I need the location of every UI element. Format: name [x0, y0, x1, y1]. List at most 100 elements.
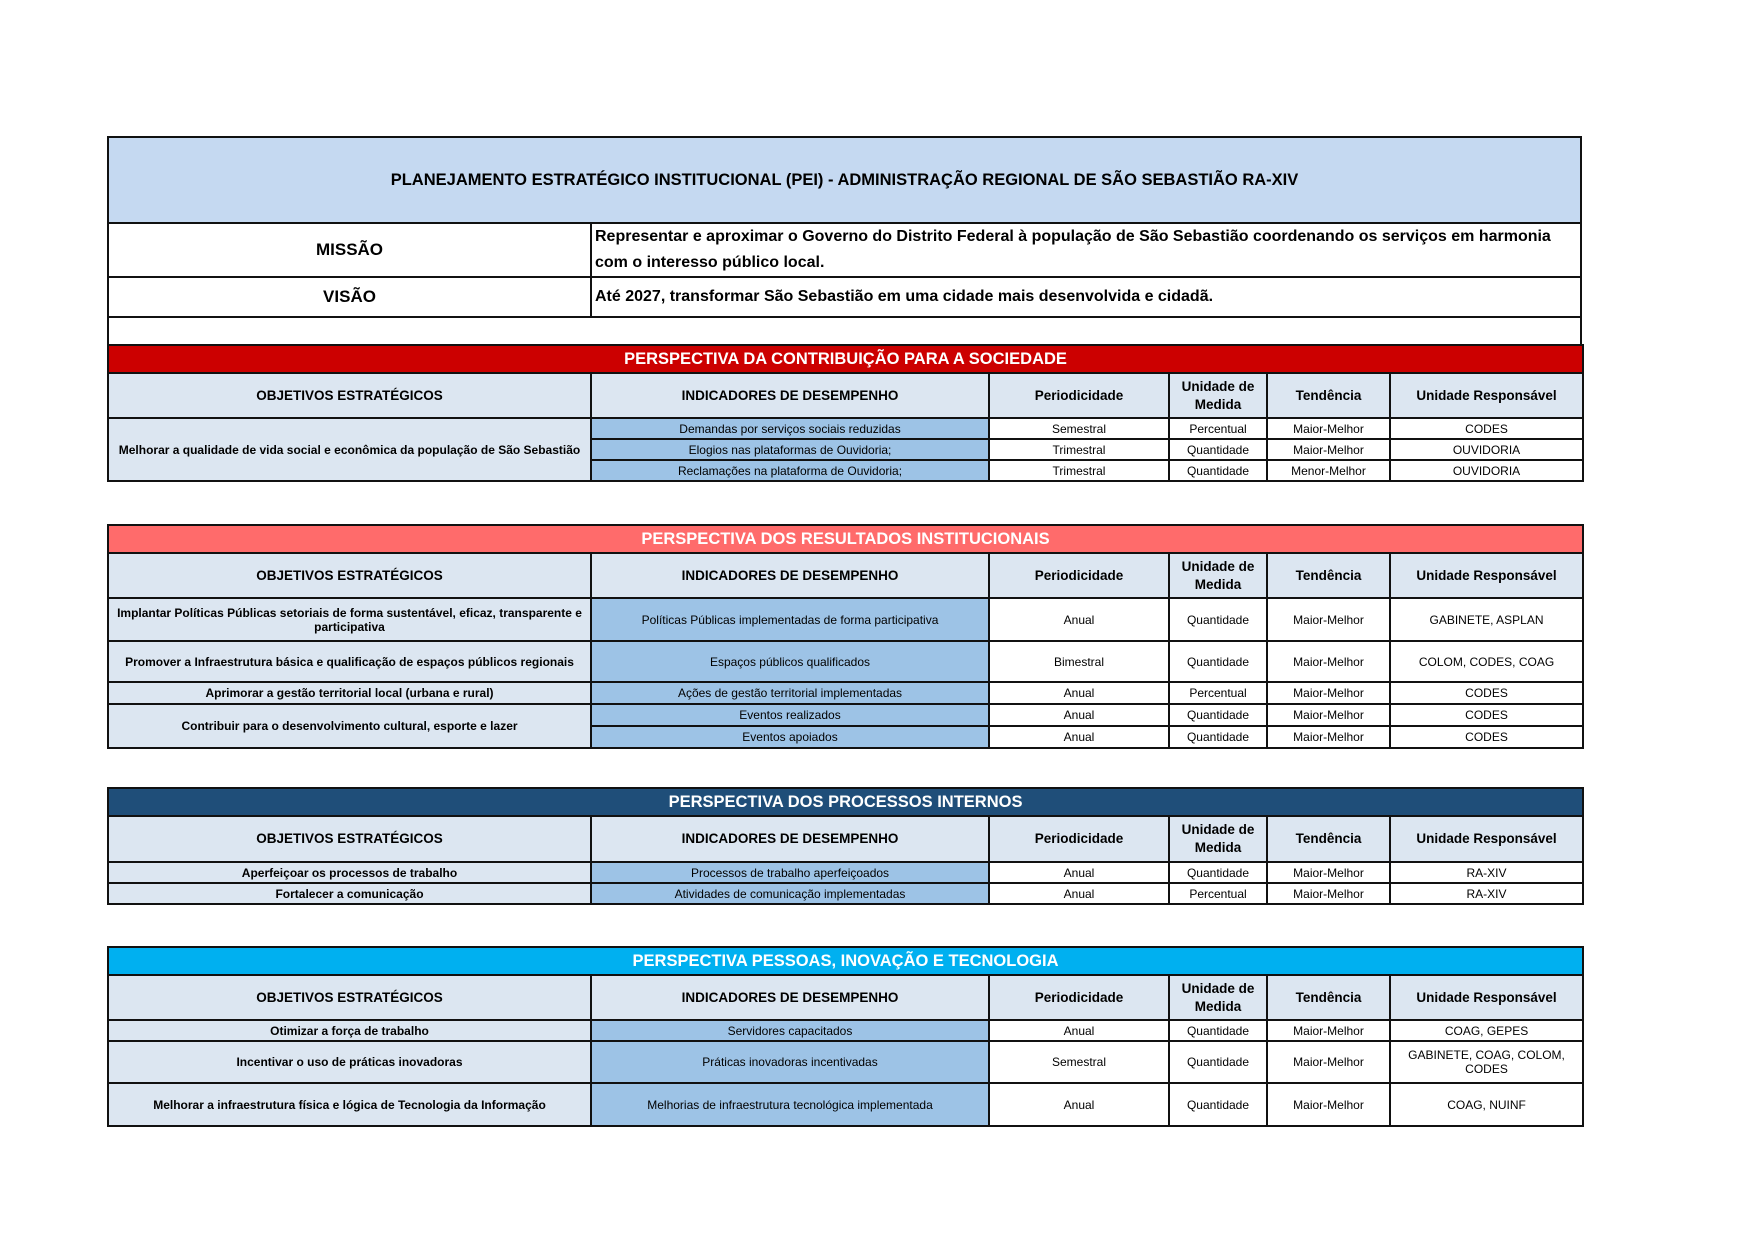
indicator-cell: Eventos realizados — [590, 703, 990, 727]
column-header: OBJETIVOS ESTRATÉGICOS — [107, 372, 592, 419]
table-row: Melhorar a qualidade de vida social e ec… — [107, 417, 1585, 482]
spacer-row — [107, 317, 1582, 345]
unidade-responsavel-cell: CODES — [1388, 681, 1585, 705]
indicator-cell: Reclamações na plataforma de Ouvidoria; — [590, 459, 990, 482]
table-row: Promover a Infraestrutura básica e quali… — [107, 640, 1585, 683]
objective-cell: Fortalecer a comunicação — [107, 882, 592, 905]
indicator-cell: Eventos apoiados — [590, 725, 990, 749]
unidade-responsavel-cell: OUVIDORIA — [1388, 459, 1585, 482]
table-row: Eventos apoiados Anual Quantidade Maior-Mel… — [108, 725, 1585, 749]
objective-cell: Melhorar a qualidade de vida social e ec… — [107, 417, 592, 482]
periodicidade-cell: Anual — [988, 725, 1170, 749]
objective-cell: Implantar Políticas Públicas setoriais d… — [107, 597, 592, 642]
column-header: Tendência — [1266, 974, 1391, 1021]
unidade-medida-cell: Quantidade — [1168, 725, 1268, 749]
column-header: Unidade Responsável — [1388, 372, 1585, 419]
unidade-responsavel-cell: COAG, GEPES — [1388, 1019, 1585, 1042]
tendencia-cell: Maior-Melhor — [1266, 1082, 1391, 1127]
tendencia-cell: Maior-Melhor — [1266, 1040, 1391, 1084]
perspective-table: PERSPECTIVA DOS PROCESSOS INTERNOS OBJETI… — [106, 787, 1585, 905]
perspective-table: PERSPECTIVA DOS RESULTADOS INSTITUCIONAI… — [106, 524, 1585, 749]
tendencia-cell: Maior-Melhor — [1266, 725, 1391, 749]
table-row: Aperfeiçoar os processos de trabalho Proc… — [107, 861, 1585, 884]
column-header: INDICADORES DE DESEMPENHO — [590, 372, 990, 419]
column-header: INDICADORES DE DESEMPENHO — [590, 815, 990, 863]
objective-cell: Aperfeiçoar os processos de trabalho — [107, 861, 592, 884]
unidade-responsavel-cell: GABINETE, ASPLAN — [1388, 597, 1585, 642]
objective-cell: Contribuir para o desenvolvimento cultur… — [107, 703, 592, 749]
periodicidade-cell: Semestral — [988, 417, 1170, 440]
missao-text: Representar e aproximar o Governo do Dis… — [590, 222, 1582, 278]
tendencia-cell: Maior-Melhor — [1266, 417, 1391, 440]
unidade-responsavel-cell: RA-XIV — [1388, 882, 1585, 905]
column-header: Unidade Responsável — [1388, 815, 1585, 863]
tendencia-cell: Maior-Melhor — [1266, 703, 1391, 727]
column-header: Tendência — [1266, 815, 1391, 863]
column-header: OBJETIVOS ESTRATÉGICOS — [107, 974, 592, 1021]
unidade-responsavel-cell: COLOM, CODES, COAG — [1388, 640, 1585, 683]
periodicidade-cell: Semestral — [988, 1040, 1170, 1084]
unidade-medida-cell: Percentual — [1168, 417, 1268, 440]
perspective-title: PERSPECTIVA DA CONTRIBUIÇÃO PARA A SOCIE… — [106, 344, 1585, 374]
periodicidade-cell: Anual — [988, 882, 1170, 905]
column-header: Tendência — [1266, 372, 1391, 419]
column-header: Unidade Responsável — [1388, 552, 1585, 599]
column-header: Periodicidade — [988, 974, 1170, 1021]
objective-cell: Promover a Infraestrutura básica e quali… — [107, 640, 592, 683]
column-header: Unidade de Medida — [1168, 974, 1268, 1021]
column-header: Unidade de Medida — [1168, 815, 1268, 863]
indicator-cell: Políticas Públicas implementadas de form… — [590, 597, 990, 642]
visao-text: Até 2027, transformar São Sebastião em u… — [590, 276, 1582, 318]
objective-cell: Incentivar o uso de práticas inovadoras — [107, 1040, 592, 1084]
table-row: Otimizar a força de trabalho Servidores c… — [107, 1019, 1585, 1042]
unidade-responsavel-cell: GABINETE, COAG, COLOM, CODES — [1388, 1040, 1585, 1084]
objective-cell: Aprimorar a gestão territorial local (ur… — [107, 681, 592, 705]
unidade-responsavel-cell: CODES — [1388, 703, 1585, 727]
column-header: Unidade de Medida — [1168, 372, 1268, 419]
column-header: OBJETIVOS ESTRATÉGICOS — [107, 552, 592, 599]
periodicidade-cell: Bimestral — [988, 640, 1170, 683]
indicator-cell: Atividades de comunicação implementadas — [590, 882, 990, 905]
unidade-medida-cell: Quantidade — [1168, 438, 1268, 461]
periodicidade-cell: Anual — [988, 597, 1170, 642]
table-row: Reclamações na plataforma de Ouvidoria; T… — [108, 459, 1585, 482]
objective-cell: Otimizar a força de trabalho — [107, 1019, 592, 1042]
document-title: PLANEJAMENTO ESTRATÉGICO INSTITUCIONAL (… — [107, 136, 1582, 224]
unidade-responsavel-cell: CODES — [1388, 417, 1585, 440]
column-header: INDICADORES DE DESEMPENHO — [590, 552, 990, 599]
table-row: Implantar Políticas Públicas setoriais d… — [107, 597, 1585, 642]
missao-label: MISSÃO — [107, 222, 592, 278]
column-header: Unidade Responsável — [1388, 974, 1585, 1021]
periodicidade-cell: Anual — [988, 1019, 1170, 1042]
unidade-medida-cell: Quantidade — [1168, 640, 1268, 683]
tendencia-cell: Menor-Melhor — [1266, 459, 1391, 482]
tendencia-cell: Maior-Melhor — [1266, 1019, 1391, 1042]
unidade-responsavel-cell: CODES — [1388, 725, 1585, 749]
tendencia-cell: Maior-Melhor — [1266, 640, 1391, 683]
tendencia-cell: Maior-Melhor — [1266, 882, 1391, 905]
perspective-title: PERSPECTIVA DOS PROCESSOS INTERNOS — [106, 787, 1585, 817]
table-row: Aprimorar a gestão territorial local (ur… — [107, 681, 1585, 705]
table-row: Incentivar o uso de práticas inovadoras P… — [107, 1040, 1585, 1084]
column-header: Periodicidade — [988, 372, 1170, 419]
unidade-medida-cell: Percentual — [1168, 681, 1268, 705]
column-header: Tendência — [1266, 552, 1391, 599]
perspective-title: PERSPECTIVA DOS RESULTADOS INSTITUCIONAI… — [106, 524, 1585, 554]
periodicidade-cell: Anual — [988, 681, 1170, 705]
periodicidade-cell: Anual — [988, 1082, 1170, 1127]
table-row: Contribuir para o desenvolvimento cultur… — [107, 703, 1585, 749]
column-header: Periodicidade — [988, 815, 1170, 863]
objective-cell: Melhorar a infraestrutura física e lógic… — [107, 1082, 592, 1127]
column-header: Unidade de Medida — [1168, 552, 1268, 599]
column-header: OBJETIVOS ESTRATÉGICOS — [107, 815, 592, 863]
periodicidade-cell: Anual — [988, 703, 1170, 727]
perspective-title: PERSPECTIVA PESSOAS, INOVAÇÃO E TECNOLOG… — [106, 946, 1585, 976]
table-row: Elogios nas plataformas de Ouvidoria; Tri… — [108, 438, 1585, 461]
periodicidade-cell: Trimestral — [988, 438, 1170, 461]
unidade-medida-cell: Quantidade — [1168, 1019, 1268, 1042]
visao-label: VISÃO — [107, 276, 592, 318]
indicator-cell: Práticas inovadoras incentivadas — [590, 1040, 990, 1084]
indicator-cell: Demandas por serviços sociais reduzidas — [590, 417, 990, 440]
column-header: INDICADORES DE DESEMPENHO — [590, 974, 990, 1021]
unidade-medida-cell: Quantidade — [1168, 703, 1268, 727]
